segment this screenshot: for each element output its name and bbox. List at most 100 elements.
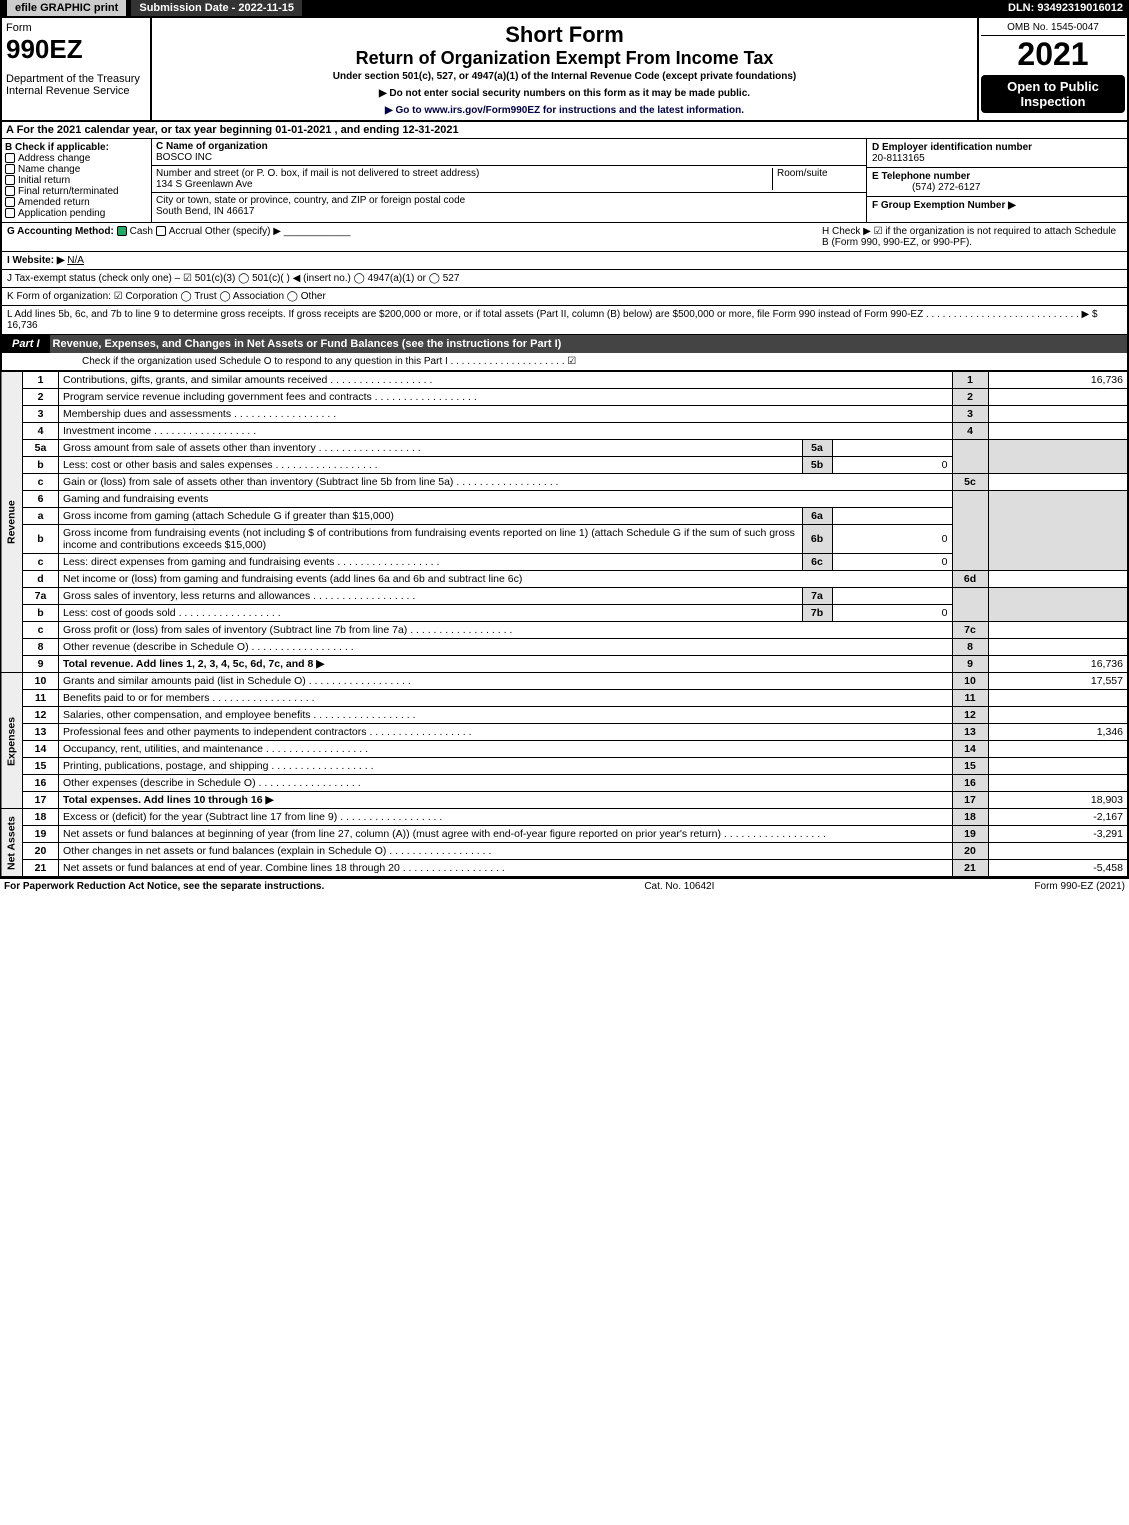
ln6a-no: a (23, 508, 59, 525)
ln6-no: 6 (23, 491, 59, 508)
opt-initial-return: Initial return (18, 175, 70, 186)
row-I-website: I Website: ▶ N/A (0, 252, 1129, 270)
ln12-desc: Salaries, other compensation, and employ… (63, 709, 416, 721)
ln18-val: -2,167 (988, 809, 1128, 826)
F-label: F Group Exemption Number ▶ (872, 200, 1016, 211)
ln6b-no: b (23, 525, 59, 554)
footer-form-ref: Form 990-EZ (2021) (1034, 881, 1125, 892)
dept-label: Department of the Treasury Internal Reve… (6, 73, 146, 97)
warn-goto[interactable]: ▶ Go to www.irs.gov/Form990EZ for instru… (156, 105, 973, 116)
row-K-form-of-org: K Form of organization: ☑ Corporation ◯ … (0, 288, 1129, 306)
ln9-val: 16,736 (988, 656, 1128, 673)
ln10-no: 10 (23, 673, 59, 690)
title-return: Return of Organization Exempt From Incom… (156, 48, 973, 69)
header-left: Form 990EZ Department of the Treasury In… (2, 18, 152, 120)
financial-table: Revenue 1 Contributions, gifts, grants, … (0, 371, 1129, 877)
ln6a-desc: Gross income from gaming (attach Schedul… (59, 508, 803, 525)
ln7c-rno: 7c (952, 622, 988, 639)
E-label: E Telephone number (872, 171, 970, 182)
header-right: OMB No. 1545-0047 2021 Open to Public In… (977, 18, 1127, 120)
ln7c-no: c (23, 622, 59, 639)
ln11-val (988, 690, 1128, 707)
G-accounting: G Accounting Method: Cash Accrual Other … (7, 226, 822, 248)
chk-accrual[interactable] (156, 226, 166, 236)
ln10-desc: Grants and similar amounts paid (list in… (63, 675, 411, 687)
ln13-val: 1,346 (988, 724, 1128, 741)
ln12-val (988, 707, 1128, 724)
shade-6v (988, 491, 1128, 571)
ln15-no: 15 (23, 758, 59, 775)
part-1-tab: Part I (2, 335, 50, 353)
chk-name-change[interactable] (5, 164, 15, 174)
irs-link[interactable]: ▶ Go to www.irs.gov/Form990EZ for instru… (385, 105, 744, 116)
opt-cash: Cash (130, 226, 153, 237)
chk-amended-return[interactable] (5, 197, 15, 207)
ln16-desc: Other expenses (describe in Schedule O) (63, 777, 361, 789)
G-label: G Accounting Method: (7, 226, 114, 237)
line-12: 12Salaries, other compensation, and empl… (1, 707, 1128, 724)
ln7b-desc: Less: cost of goods sold (63, 607, 281, 619)
chk-final-return[interactable] (5, 186, 15, 196)
ln19-no: 19 (23, 826, 59, 843)
footer-left: For Paperwork Reduction Act Notice, see … (4, 881, 324, 892)
title-short-form: Short Form (156, 22, 973, 48)
opt-accrual: Accrual (169, 226, 202, 237)
omb-number: OMB No. 1545-0047 (981, 20, 1125, 36)
shade-5v (988, 440, 1128, 474)
ln14-rno: 14 (952, 741, 988, 758)
ln20-rno: 20 (952, 843, 988, 860)
line-1: Revenue 1 Contributions, gifts, grants, … (1, 372, 1128, 389)
section-revenue: Revenue (1, 372, 23, 673)
ln20-desc: Other changes in net assets or fund bala… (63, 845, 491, 857)
submission-date-button[interactable]: Submission Date - 2022-11-15 (130, 0, 303, 17)
ln8-rno: 8 (952, 639, 988, 656)
opt-name-change: Name change (18, 164, 80, 175)
ln5c-desc: Gain or (loss) from sale of assets other… (63, 476, 558, 488)
I-label: I Website: ▶ (7, 255, 65, 266)
ln7a-mval (832, 588, 952, 605)
ln5b-desc: Less: cost or other basis and sales expe… (63, 459, 378, 471)
ln2-desc: Program service revenue including govern… (63, 391, 477, 403)
ln2-no: 2 (23, 389, 59, 406)
line-14: 14Occupancy, rent, utilities, and mainte… (1, 741, 1128, 758)
ein-val: 20-8113165 (872, 153, 925, 164)
website-val: N/A (67, 255, 84, 266)
city-label: City or town, state or province, country… (156, 195, 465, 206)
line-6: 6Gaming and fundraising events (1, 491, 1128, 508)
ln7b-no: b (23, 605, 59, 622)
line-7a: 7aGross sales of inventory, less returns… (1, 588, 1128, 605)
header-center: Short Form Return of Organization Exempt… (152, 18, 977, 120)
ln8-val (988, 639, 1128, 656)
ln8-desc: Other revenue (describe in Schedule O) (63, 641, 354, 653)
street-val: 134 S Greenlawn Ave (156, 179, 253, 190)
ln5c-no: c (23, 474, 59, 491)
ln6b-mno: 6b (802, 525, 832, 554)
opt-other: Other (specify) ▶ (205, 226, 281, 237)
ln16-val (988, 775, 1128, 792)
line-20: 20 Other changes in net assets or fund ba… (1, 843, 1128, 860)
chk-initial-return[interactable] (5, 175, 15, 185)
chk-address-change[interactable] (5, 153, 15, 163)
chk-application-pending[interactable] (5, 208, 15, 218)
ln11-no: 11 (23, 690, 59, 707)
ln13-desc: Professional fees and other payments to … (63, 726, 472, 738)
col-address: C Name of organization BOSCO INC Number … (152, 139, 867, 222)
shade-7 (952, 588, 988, 622)
ln7a-no: 7a (23, 588, 59, 605)
ln4-no: 4 (23, 423, 59, 440)
shade-5 (952, 440, 988, 474)
ln9-no: 9 (23, 656, 59, 673)
ln20-val (988, 843, 1128, 860)
ln6-desc: Gaming and fundraising events (59, 491, 953, 508)
ln9-desc: Total revenue. Add lines 1, 2, 3, 4, 5c,… (63, 658, 324, 670)
efile-print-button[interactable]: efile GRAPHIC print (6, 0, 127, 17)
ln6c-desc: Less: direct expenses from gaming and fu… (63, 556, 439, 568)
ln10-val: 17,557 (988, 673, 1128, 690)
ln5a-mval (832, 440, 952, 457)
row-L-gross-receipts: L Add lines 5b, 6c, and 7b to line 9 to … (0, 306, 1129, 335)
ln1-val: 16,736 (988, 372, 1128, 389)
ln5b-mno: 5b (802, 457, 832, 474)
ln5a-desc: Gross amount from sale of assets other t… (63, 442, 421, 454)
org-name: BOSCO INC (156, 152, 212, 163)
chk-cash[interactable] (117, 226, 127, 236)
